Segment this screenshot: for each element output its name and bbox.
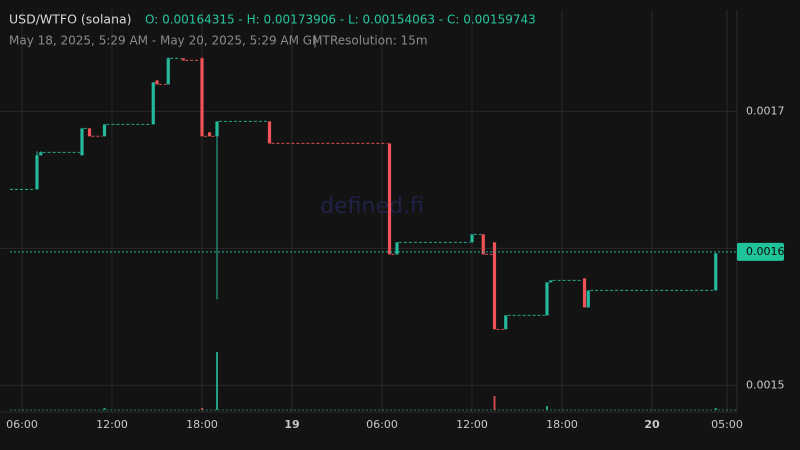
candle-body <box>714 253 718 291</box>
x-tick-label: 06:00 <box>6 418 38 431</box>
watermark: defined.fi <box>320 194 424 219</box>
y-tick-label: 0.0015 <box>746 378 785 391</box>
candle-body <box>102 124 107 137</box>
volume-bar <box>103 408 106 410</box>
last-price-badge <box>737 242 784 261</box>
volume-bar <box>546 406 548 410</box>
last-price-label: 0.0016 <box>746 245 785 258</box>
candle-body <box>395 242 399 255</box>
candle-body <box>504 315 508 330</box>
candle-body <box>87 128 92 137</box>
candle-body <box>181 58 185 61</box>
candle-body <box>39 152 43 156</box>
candle-body <box>155 80 159 85</box>
candle-body <box>470 234 474 243</box>
x-tick-label: 18:00 <box>186 418 218 431</box>
x-tick-label: 20 <box>644 418 660 431</box>
volume-bar <box>201 408 203 410</box>
symbol: USD/WTFO (solana) <box>9 12 132 27</box>
candle-body <box>549 280 553 283</box>
x-tick-label: 12:00 <box>456 418 488 431</box>
ohlc: O: 0.00164315 - H: 0.00173906 - L: 0.001… <box>145 13 536 27</box>
candle-body <box>215 121 219 137</box>
candle-body <box>492 242 497 330</box>
candle-body <box>166 58 170 85</box>
candle-body <box>481 234 485 255</box>
candle-body <box>545 282 549 316</box>
volume-bar <box>216 352 218 410</box>
date-range: May 18, 2025, 5:29 AM - May 20, 2025, 5:… <box>9 34 330 48</box>
x-tick-label: 06:00 <box>366 418 398 431</box>
volume-bar <box>714 408 717 410</box>
candle-body <box>267 121 272 144</box>
candle-body <box>582 278 587 308</box>
x-tick-label: 12:00 <box>96 418 128 431</box>
candle-body <box>151 82 155 125</box>
separator: | <box>313 34 317 48</box>
candle-body <box>387 143 392 255</box>
x-tick-label: 19 <box>284 418 299 431</box>
candle-body <box>200 58 204 137</box>
x-tick-label: 18:00 <box>546 418 578 431</box>
candle-body <box>586 290 590 308</box>
y-tick-label: 0.0017 <box>746 104 785 117</box>
candle-body <box>80 128 84 156</box>
candle-body <box>207 132 212 137</box>
plot-area <box>0 10 737 412</box>
candle-body <box>35 155 39 190</box>
x-tick-label: 05:00 <box>711 418 743 431</box>
volume-bar <box>493 396 496 410</box>
resolution: Resolution: 15m <box>330 34 428 48</box>
